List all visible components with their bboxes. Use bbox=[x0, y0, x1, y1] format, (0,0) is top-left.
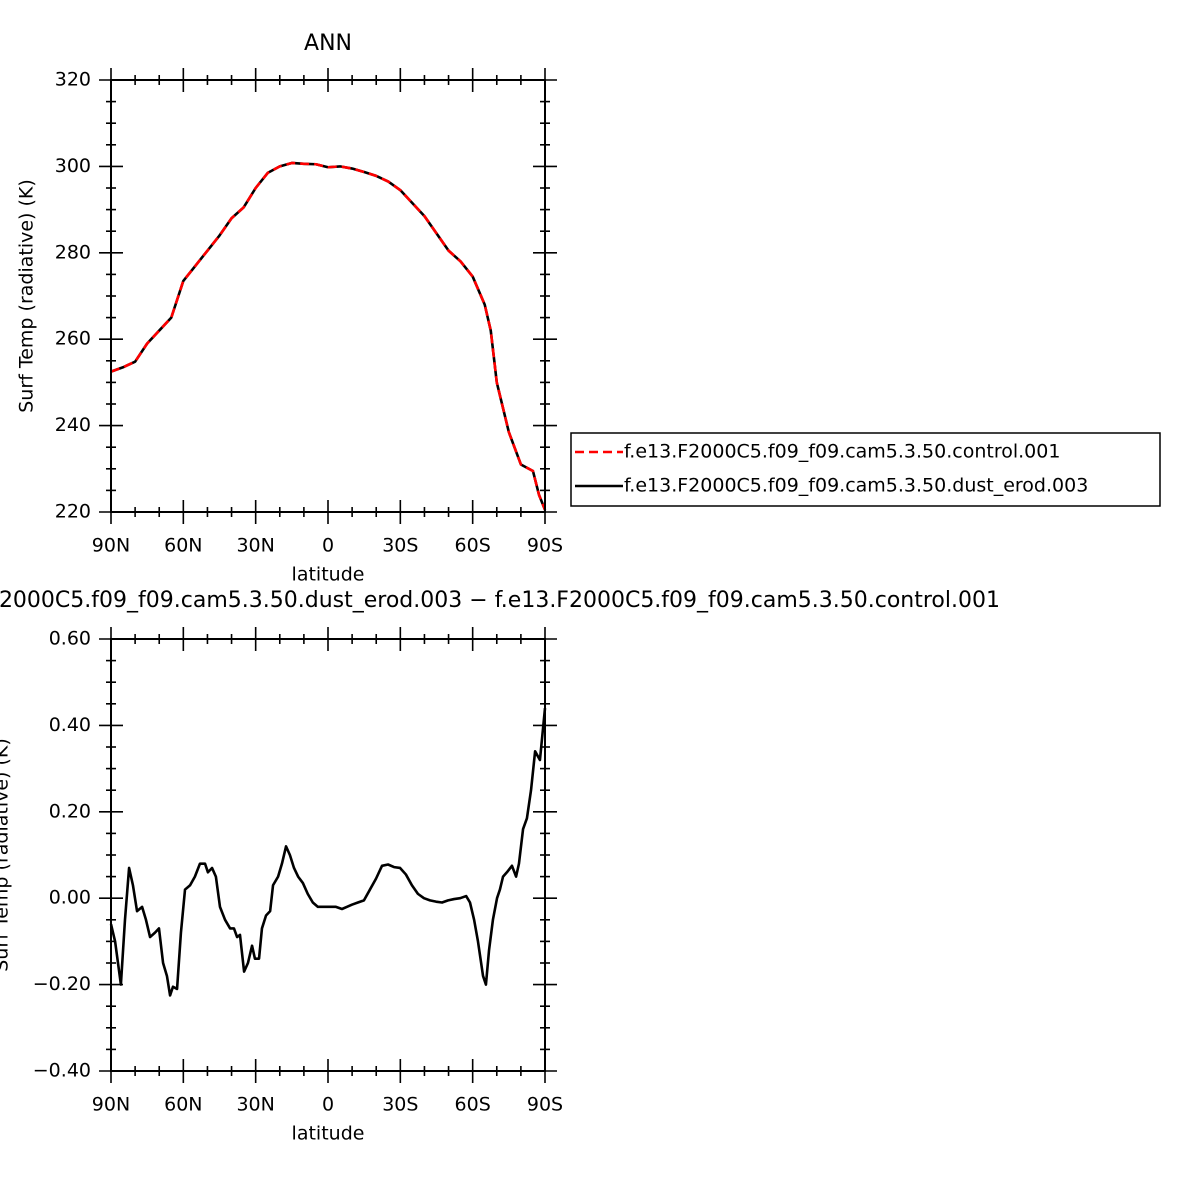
legend-label: f.e13.F2000C5.f09_f09.cam5.3.50.control.… bbox=[624, 441, 1060, 463]
y-tick-label: 280 bbox=[55, 241, 91, 263]
plot-frame bbox=[110, 638, 546, 1072]
x-tick-label: 30S bbox=[382, 1094, 418, 1116]
x-tick-label: 0 bbox=[322, 535, 334, 557]
x-tick-label: 60N bbox=[164, 1094, 202, 1116]
x-axis-label: latitude bbox=[292, 1123, 365, 1145]
y-axis-label: Surf Temp (radiative) (K) bbox=[16, 179, 38, 413]
x-tick-label: 30N bbox=[236, 1094, 274, 1116]
x-tick-label: 60N bbox=[164, 535, 202, 557]
data-line bbox=[110, 161, 547, 511]
chart-title: f.e13.F2000C5.f09_f09.cam5.3.50.dust_ero… bbox=[0, 588, 1000, 613]
y-tick-label: 0.40 bbox=[49, 714, 91, 736]
data-line bbox=[110, 161, 547, 511]
x-tick-label: 30S bbox=[382, 535, 418, 557]
y-tick-label: 0.20 bbox=[49, 800, 91, 822]
x-tick-label: 90S bbox=[527, 535, 563, 557]
x-tick-label: 0 bbox=[322, 1094, 334, 1116]
x-tick-label: 90N bbox=[92, 1094, 130, 1116]
y-tick-label: 260 bbox=[55, 328, 91, 350]
y-tick-label: 0.00 bbox=[49, 887, 91, 909]
y-tick-label: 0.60 bbox=[49, 628, 91, 650]
legend-box bbox=[570, 432, 1161, 507]
x-tick-label: 90S bbox=[527, 1094, 563, 1116]
y-tick-label: 300 bbox=[55, 155, 91, 177]
y-tick-label: 320 bbox=[55, 69, 91, 91]
chart-title: ANN bbox=[304, 31, 352, 56]
legend-label: f.e13.F2000C5.f09_f09.cam5.3.50.dust_ero… bbox=[624, 475, 1088, 497]
plot-frame bbox=[110, 79, 546, 513]
y-tick-label: 240 bbox=[55, 414, 91, 436]
y-tick-label: −0.20 bbox=[33, 973, 91, 995]
x-tick-label: 60S bbox=[455, 535, 491, 557]
data-line bbox=[109, 707, 547, 997]
x-tick-label: 60S bbox=[455, 1094, 491, 1116]
x-tick-label: 30N bbox=[236, 535, 274, 557]
y-tick-label: 220 bbox=[55, 501, 91, 523]
x-axis-label: latitude bbox=[292, 564, 365, 586]
y-axis-label: Surf Temp (radiative) (K) bbox=[0, 738, 13, 972]
y-tick-label: −0.40 bbox=[33, 1060, 91, 1082]
x-tick-label: 90N bbox=[92, 535, 130, 557]
